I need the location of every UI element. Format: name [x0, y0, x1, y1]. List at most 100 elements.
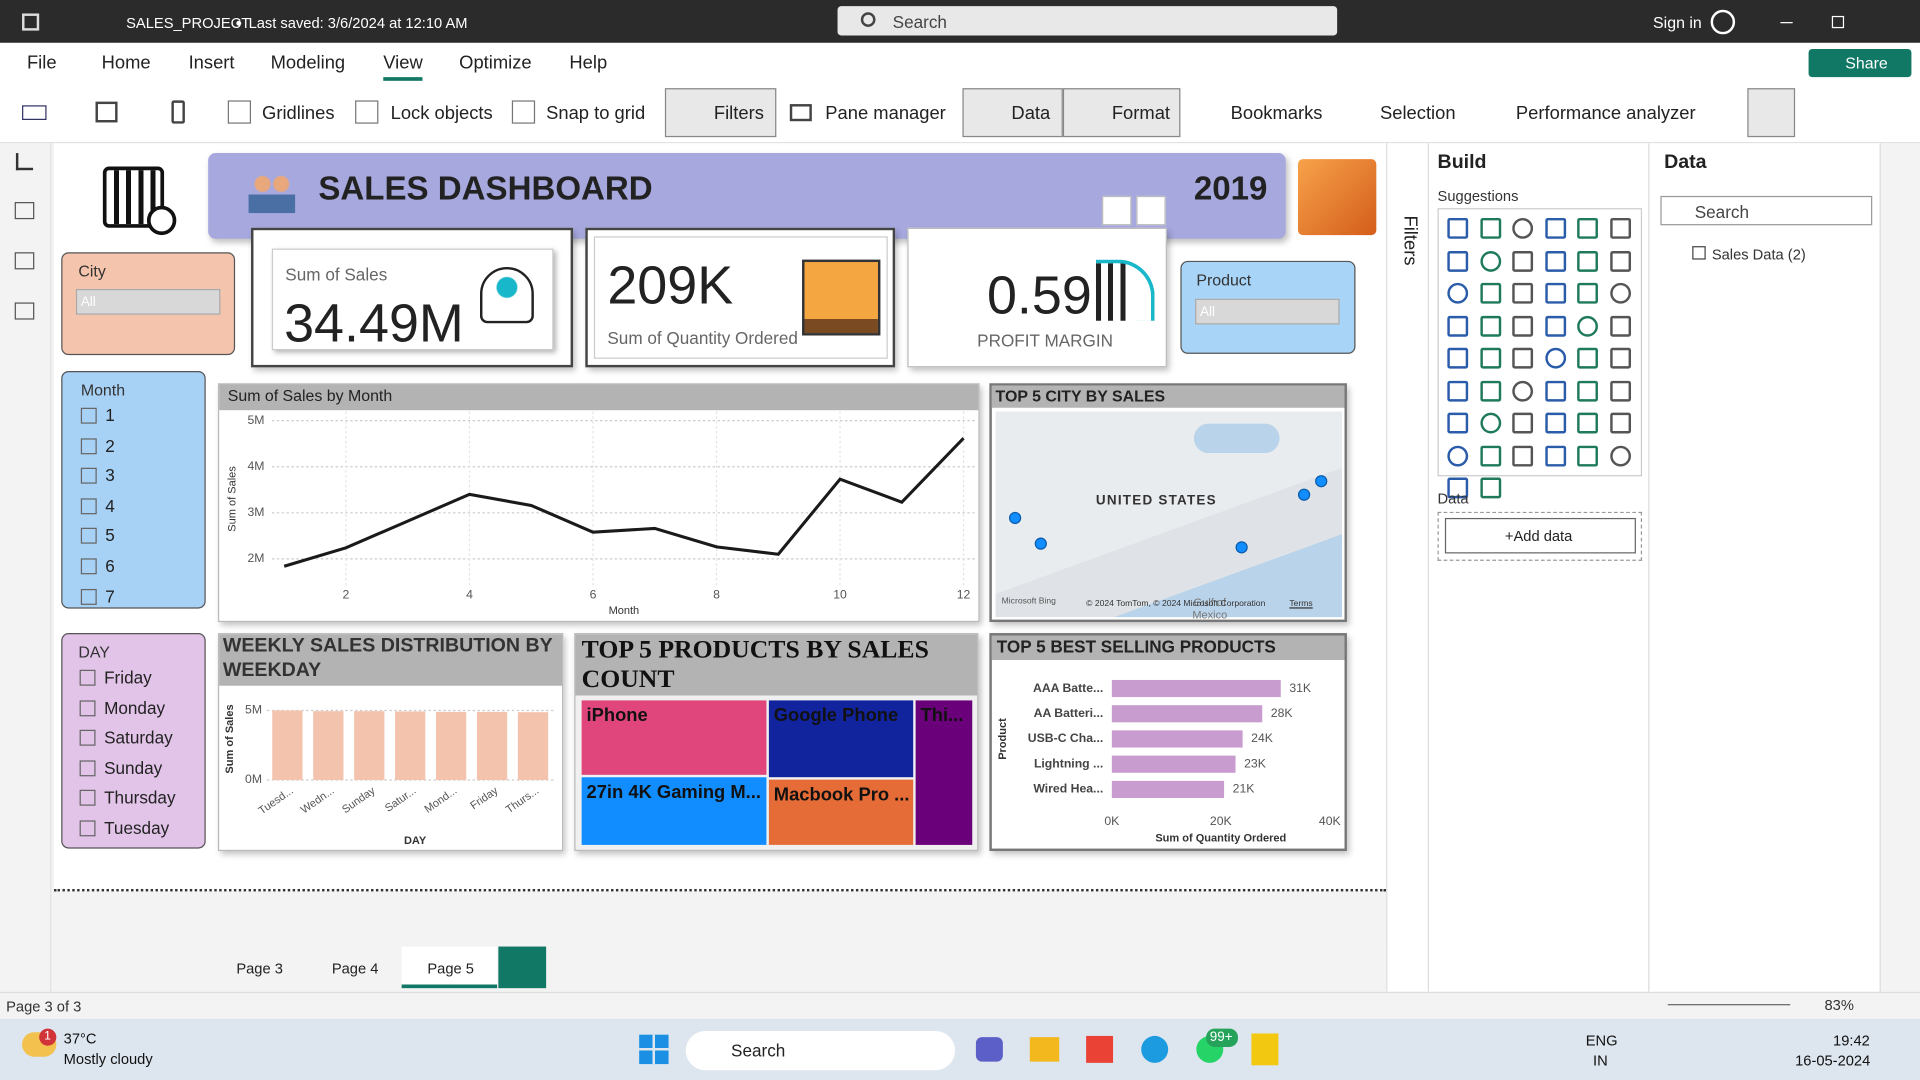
visual-type-icon[interactable] [1544, 315, 1566, 337]
visual-type-icon[interactable] [1609, 217, 1631, 239]
new-page-button[interactable] [498, 946, 547, 989]
city-dot[interactable] [1008, 511, 1022, 525]
visual-type-icon[interactable] [1609, 445, 1631, 466]
last-saved[interactable]: Last saved: 3/6/2024 at 12:10 AM [248, 14, 468, 32]
page-tab[interactable]: Page 4 [331, 960, 379, 978]
add-data-button[interactable] [1444, 517, 1636, 554]
visual-type-icon[interactable] [1609, 250, 1631, 272]
sign-in[interactable]: Sign in [1653, 13, 1702, 32]
visual-type-icon[interactable] [1512, 315, 1534, 337]
visual-type-icon[interactable] [1544, 250, 1566, 272]
clock-time[interactable]: 19:42 [1833, 1032, 1870, 1050]
slicer-item[interactable]: 6 [105, 555, 115, 576]
visual-type-icon[interactable] [1544, 445, 1566, 466]
data-search[interactable] [1660, 195, 1873, 226]
visual-type-icon[interactable] [1479, 380, 1501, 402]
visual-type-icon[interactable] [1479, 282, 1501, 304]
ribbon-item[interactable]: Performance analyzer [1515, 102, 1696, 124]
slicer-checkbox[interactable] [79, 699, 96, 716]
menu-item[interactable]: Optimize [459, 52, 532, 74]
menu-item-active[interactable]: View [383, 52, 423, 74]
filters-pane-collapsed[interactable] [1386, 143, 1428, 992]
visual-type-icon[interactable] [1577, 412, 1598, 434]
menu-item[interactable]: File [26, 52, 57, 74]
app-icon[interactable] [1141, 1035, 1169, 1063]
visual-type-icon[interactable] [1447, 282, 1469, 304]
app-icon[interactable] [1086, 1035, 1114, 1063]
slicer-item[interactable]: 5 [105, 525, 115, 546]
filter-icon[interactable] [1102, 195, 1132, 226]
slicer-checkbox[interactable] [79, 790, 96, 807]
checkbox[interactable] [355, 100, 379, 124]
search-box[interactable] [837, 6, 1338, 36]
filters-button[interactable] [664, 88, 777, 138]
visual-type-icon[interactable] [1447, 412, 1469, 434]
visual-type-icon[interactable] [1609, 380, 1631, 402]
share-button[interactable] [1808, 48, 1912, 78]
visual-type-icon[interactable] [1479, 347, 1501, 369]
city-dot[interactable] [1034, 537, 1047, 550]
ribbon-icon[interactable] [95, 101, 118, 123]
visual-type-icon[interactable] [1544, 412, 1566, 434]
zoom-level[interactable]: 83% [1824, 996, 1854, 1014]
checkbox[interactable] [227, 100, 252, 124]
ribbon-icon[interactable] [171, 100, 185, 124]
slicer-item[interactable]: 2 [105, 435, 115, 456]
slicer-checkbox[interactable] [80, 588, 97, 605]
visual-type-icon[interactable] [1577, 217, 1598, 239]
visual-type-icon[interactable] [1544, 380, 1566, 402]
model-view-icon[interactable] [14, 252, 35, 270]
visual-type-icon[interactable] [1577, 347, 1598, 369]
city-dot[interactable] [1297, 488, 1311, 501]
visual-type-icon[interactable] [1609, 282, 1631, 304]
region[interactable]: IN [1593, 1051, 1608, 1069]
taskbar-search[interactable] [685, 1031, 956, 1071]
visual-type-icon[interactable] [1479, 477, 1501, 499]
slicer-item[interactable]: Thursday [104, 787, 176, 808]
zoom-slider[interactable] [1667, 1004, 1791, 1006]
visual-type-icon[interactable] [1512, 445, 1534, 466]
avatar[interactable] [1710, 9, 1736, 35]
slicer-checkbox[interactable] [80, 437, 97, 454]
language[interactable]: ENG [1585, 1032, 1618, 1050]
slicer-checkbox[interactable] [80, 558, 97, 575]
ribbon-item[interactable]: Pane manager [825, 102, 946, 124]
page-tab[interactable]: Page 3 [236, 960, 283, 978]
slicer-dropdown[interactable] [75, 288, 221, 315]
visual-type-icon[interactable] [1447, 477, 1469, 499]
visual-type-icon[interactable] [1577, 250, 1598, 272]
ribbon-item[interactable]: Bookmarks [1230, 102, 1323, 124]
page-tab[interactable]: Page 5 [427, 960, 474, 978]
visual-type-icon[interactable] [1609, 412, 1631, 434]
ribbon-item[interactable]: Gridlines [262, 102, 335, 124]
menu-item[interactable]: Home [101, 52, 151, 74]
slicer-checkbox[interactable] [79, 730, 96, 746]
visual-type-icon[interactable] [1447, 445, 1469, 466]
slicer-item[interactable]: 7 [105, 586, 115, 606]
visual-type-icon[interactable] [1447, 250, 1469, 272]
visual-type-icon[interactable] [1512, 217, 1534, 239]
visual-type-icon[interactable] [1479, 315, 1501, 337]
slicer-item[interactable]: Sunday [104, 757, 163, 778]
visual-type-icon[interactable] [1479, 412, 1501, 434]
map-terms[interactable]: Terms [1289, 600, 1313, 609]
visual-type-icon[interactable] [1609, 347, 1631, 369]
slicer-checkbox[interactable] [79, 669, 96, 686]
ribbon-icon[interactable] [1747, 88, 1796, 138]
menu-item[interactable]: Help [569, 52, 608, 74]
visual-type-icon[interactable] [1512, 250, 1534, 272]
visual-type-icon[interactable] [1577, 315, 1598, 337]
visual-type-icon[interactable] [1544, 282, 1566, 304]
slicer-item[interactable]: Saturday [104, 727, 173, 748]
visual-type-icon[interactable] [1577, 282, 1598, 304]
save-icon[interactable] [22, 13, 40, 31]
slicer-item[interactable]: 1 [105, 405, 115, 425]
start-button[interactable] [639, 1034, 669, 1065]
slicer-checkbox[interactable] [80, 467, 97, 484]
slicer-checkbox[interactable] [80, 498, 97, 515]
slicer-item[interactable]: 4 [105, 495, 115, 516]
table-view-icon[interactable] [14, 202, 35, 220]
visual-type-icon[interactable] [1512, 380, 1534, 402]
data-table[interactable]: Sales Data (2) [1711, 246, 1806, 264]
slicer-checkbox[interactable] [79, 820, 96, 837]
